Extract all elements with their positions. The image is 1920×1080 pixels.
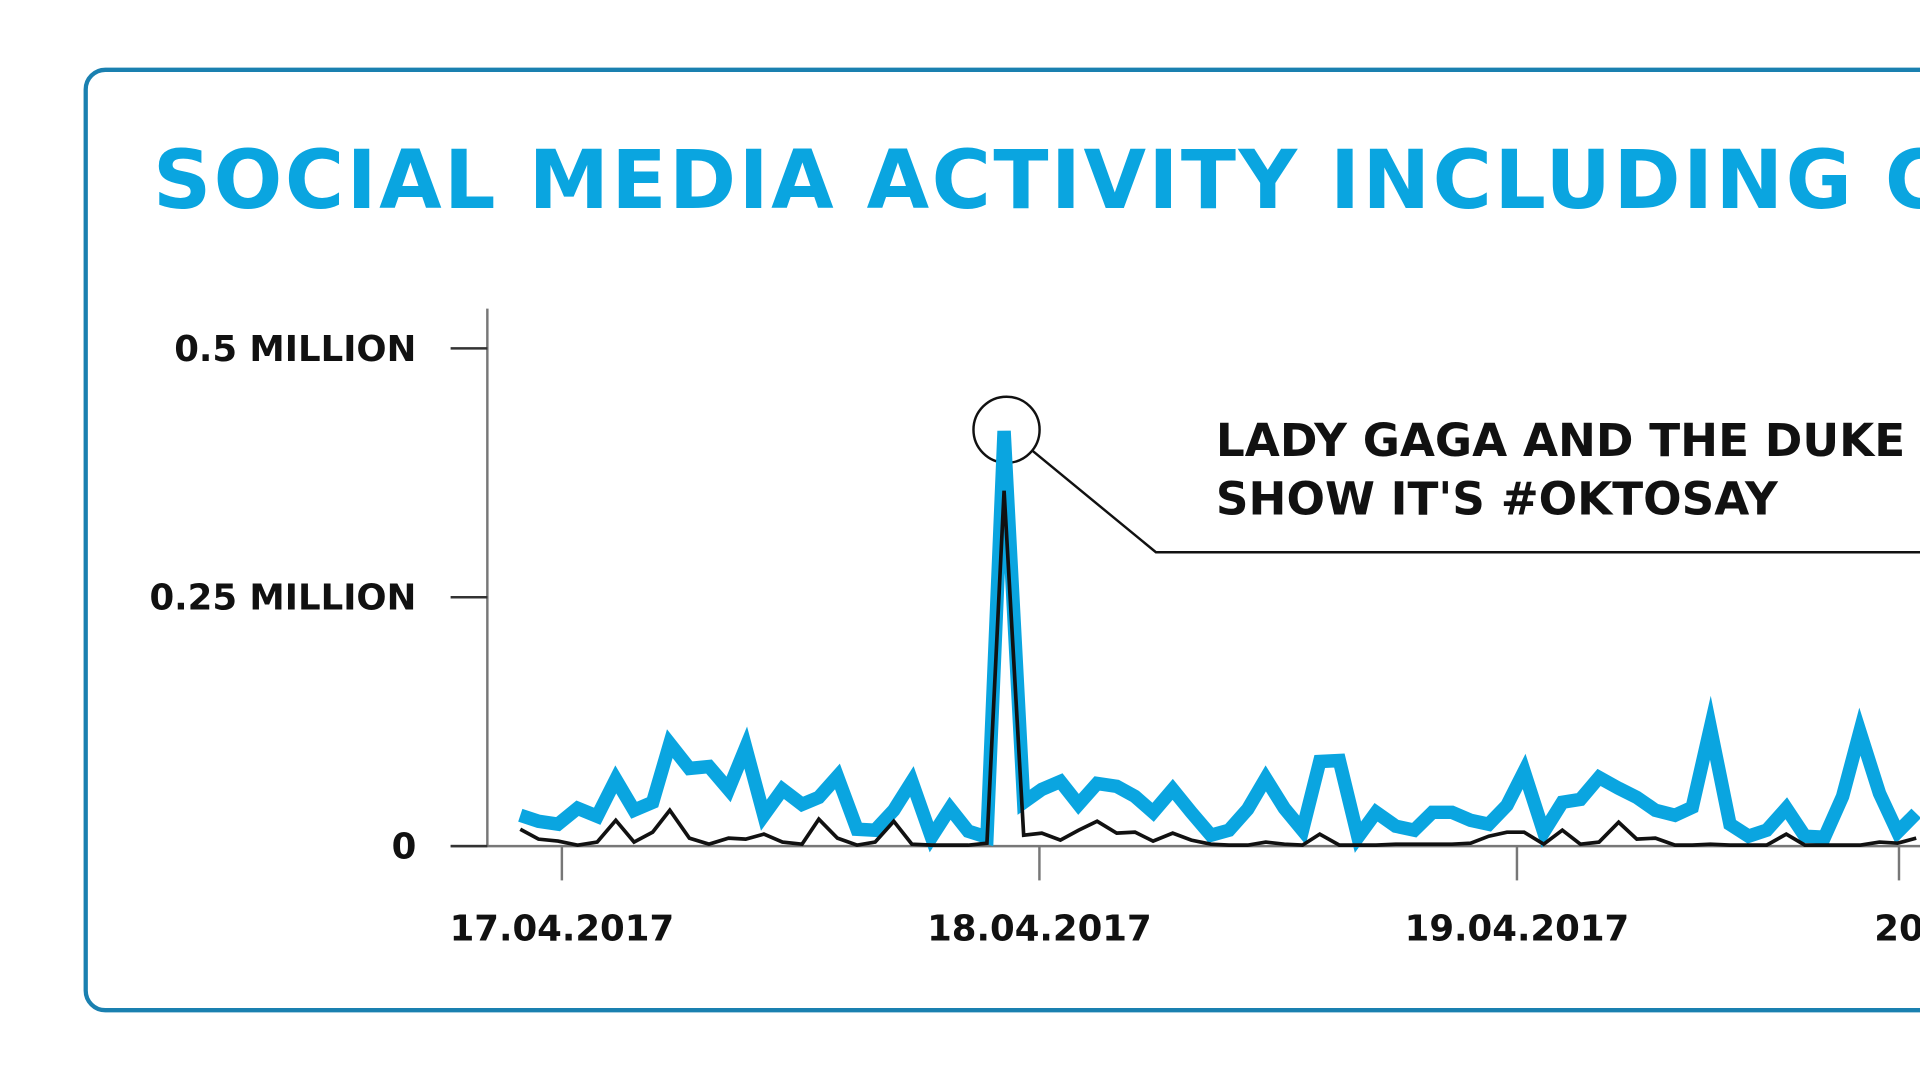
x-tick-label: 19.04.2017 xyxy=(1405,909,1630,950)
x-tick-label: 20 xyxy=(1874,909,1920,950)
x-tick-label: 17.04.2017 xyxy=(450,909,675,950)
y-tick-label: 0.5 MILLION xyxy=(174,329,416,370)
annotation-text: LADY GAGA AND THE DUKE xyxy=(1216,414,1905,467)
card-frame xyxy=(83,67,1920,1013)
x-tick-label: 18.04.2017 xyxy=(927,909,1152,950)
y-tick-label: 0.25 MILLION xyxy=(149,578,416,619)
y-tick-label: 0 xyxy=(392,827,417,868)
chart-title: SOCIAL MEDIA ACTIVITY INCLUDING C xyxy=(153,134,1920,228)
series-line xyxy=(519,490,1917,848)
annotation-leader xyxy=(1031,449,1920,554)
series-line xyxy=(518,430,1920,853)
annotation-text: SHOW IT'S #OKTOSAY xyxy=(1216,473,1779,526)
